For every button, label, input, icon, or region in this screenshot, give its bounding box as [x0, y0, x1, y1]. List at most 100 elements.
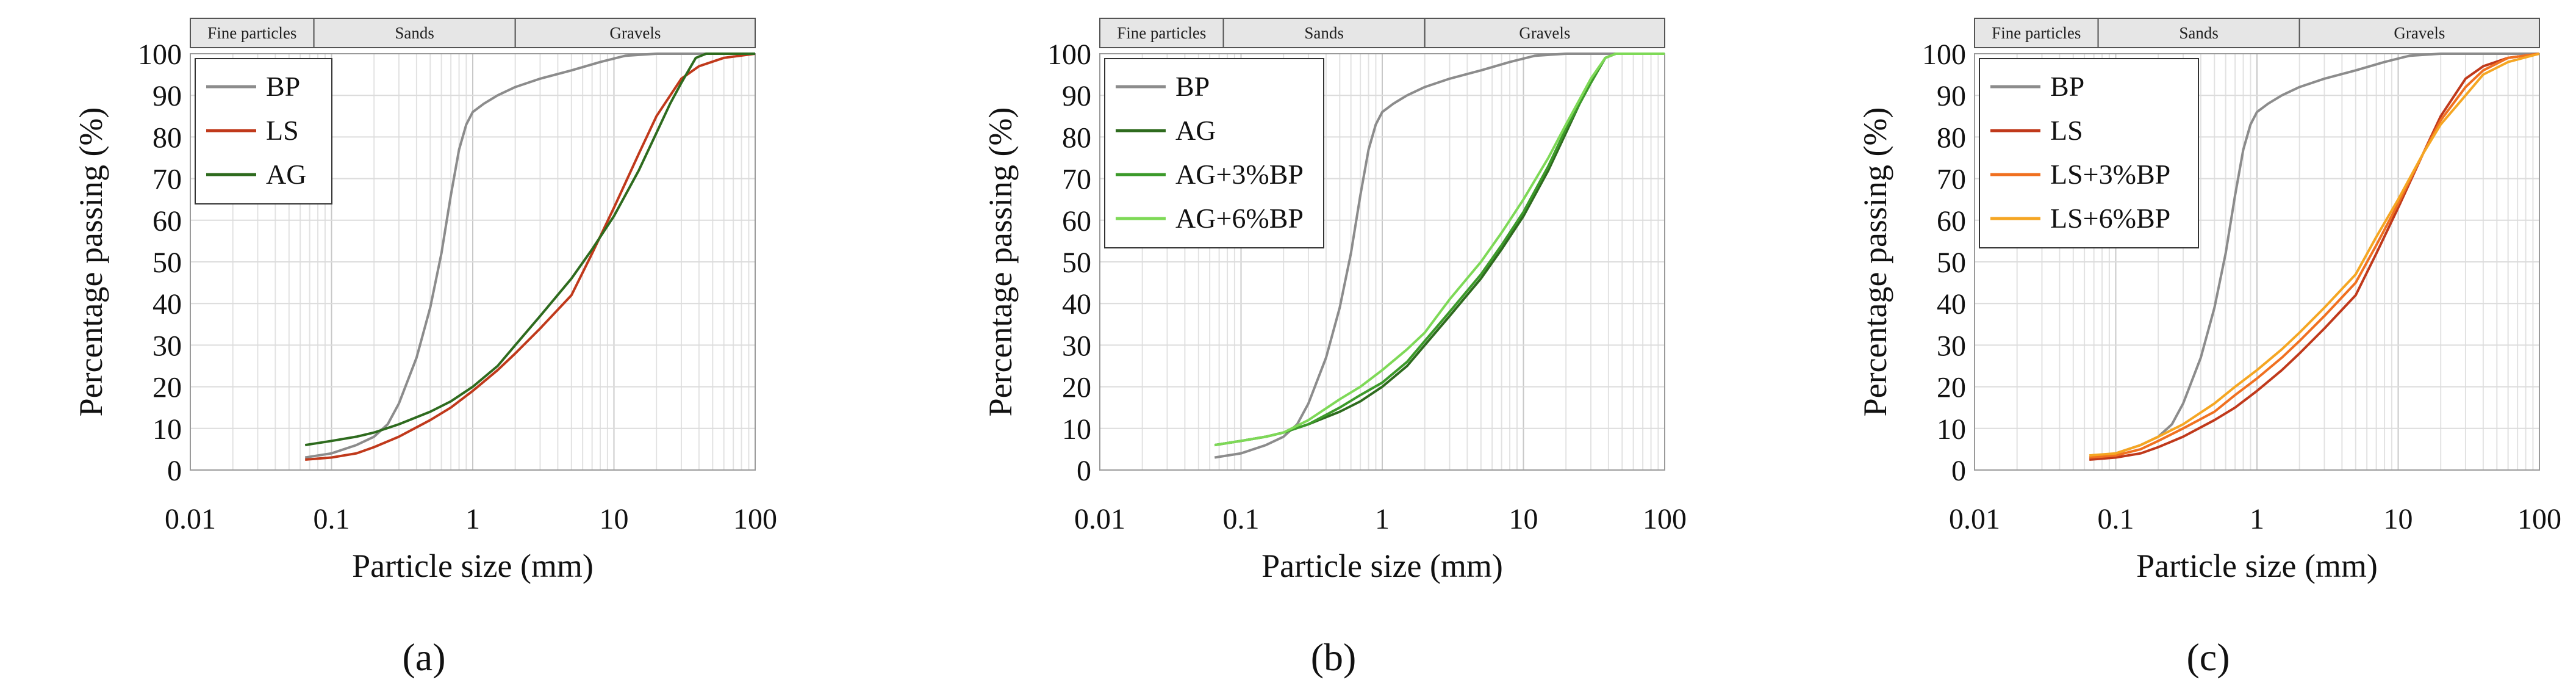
- series-line-bp: [304, 52, 755, 459]
- soil-zone-band: Fine particles Sands Gravels: [1974, 18, 2541, 48]
- y-tick-label: 50: [152, 247, 182, 279]
- x-tick-labels: 0.01 0.1 1 10 100: [1949, 503, 2561, 535]
- legend-label: BP: [1175, 71, 1210, 102]
- series-line-ls-6-bp: [2089, 52, 2540, 457]
- x-tick-label: 0.1: [314, 503, 350, 535]
- y-tick-label: 10: [1937, 413, 1966, 446]
- legend-label: AG+3%BP: [1175, 159, 1304, 190]
- y-tick-label: 90: [152, 80, 182, 112]
- series-line-ls: [2089, 52, 2540, 461]
- zone-label: Gravels: [1519, 24, 1570, 42]
- zone-cell: [1974, 18, 2099, 48]
- y-tick-label: 50: [1062, 247, 1091, 279]
- legend-label: AG+6%BP: [1175, 203, 1304, 234]
- y-tick-label: 100: [1922, 38, 1966, 71]
- y-tick-labels: 0 10 20 30 40 50 60 70 80 90 100: [1922, 38, 1966, 487]
- zone-label: Fine particles: [1117, 24, 1206, 42]
- y-tick-label: 80: [1062, 121, 1091, 154]
- y-tick-label: 0: [1951, 455, 1966, 487]
- x-tick-label: 0.1: [2098, 503, 2134, 535]
- y-axis-title: Percentage passing (%): [982, 107, 1019, 417]
- y-tick-label: 20: [1937, 372, 1966, 404]
- y-tick-label: 50: [1937, 247, 1966, 279]
- x-tick-label: 0.1: [1223, 503, 1260, 535]
- x-tick-label: 10: [1509, 503, 1538, 535]
- x-axis-title: Particle size (mm): [352, 548, 594, 584]
- legend-box: [1979, 58, 2199, 248]
- plot-frame: [190, 53, 756, 471]
- y-tick-label: 0: [167, 455, 182, 487]
- x-tick-label: 1: [465, 503, 480, 535]
- legend-box: [1104, 58, 1324, 248]
- legend: BP AG AG+3%BP AG+6%BP: [1104, 58, 1324, 248]
- series-line-ls: [305, 52, 756, 461]
- series-line-ag-6-bp: [1214, 52, 1665, 447]
- x-tick-label: 0.01: [1074, 503, 1125, 535]
- y-tick-label: 20: [152, 372, 182, 404]
- x-tick-label: 10: [600, 503, 629, 535]
- y-axis-title: Percentage passing (%): [1857, 107, 1893, 417]
- panel-a: Fine particles Sands Gravels 0 10 20 30 40 50 60 7…: [73, 18, 777, 679]
- legend-label: BP: [2050, 71, 2084, 102]
- y-tick-label: 30: [1062, 330, 1091, 362]
- legend-label: LS: [2050, 115, 2083, 146]
- zone-label: Sands: [1304, 24, 1344, 42]
- legend: BP LS LS+3%BP LS+6%BP: [1979, 58, 2199, 248]
- y-tick-label: 60: [1062, 205, 1091, 237]
- y-tick-label: 100: [138, 38, 182, 71]
- legend-label: AG: [266, 159, 306, 190]
- panel-b: Fine particles Sands Gravels 0 10 20 30 40 50 60 7…: [982, 18, 1687, 679]
- series-line-ls-3-bp: [2089, 52, 2540, 459]
- series-line-bp: [2089, 52, 2539, 459]
- y-tick-label: 80: [152, 121, 182, 154]
- plot-frame: [1099, 53, 1665, 471]
- zone-label: Fine particles: [1992, 24, 2081, 42]
- panel-label: (c): [2186, 635, 2230, 679]
- y-tick-label: 30: [1937, 330, 1966, 362]
- x-tick-label: 10: [2384, 503, 2413, 535]
- y-tick-labels: 0 10 20 30 40 50 60 70 80 90 100: [138, 38, 182, 487]
- zone-label: Sands: [2179, 24, 2219, 42]
- y-tick-label: 90: [1062, 80, 1091, 112]
- legend-label: LS+6%BP: [2050, 203, 2170, 234]
- legend-label: BP: [266, 71, 300, 102]
- legend: BP LS AG: [195, 58, 332, 204]
- zone-label: Fine particles: [207, 24, 296, 42]
- panel-c: Fine particles Sands Gravels 0 10 20 30 40 50 60 7…: [1857, 18, 2561, 679]
- zone-cell: [514, 18, 756, 48]
- y-tick-label: 30: [152, 330, 182, 362]
- zone-cell: [190, 18, 315, 48]
- zone-label: Sands: [395, 24, 434, 42]
- series-lines: [2089, 52, 2540, 461]
- y-tick-label: 40: [1937, 288, 1966, 320]
- legend-label: LS: [266, 115, 299, 146]
- x-tick-labels: 0.01 0.1 1 10 100: [165, 503, 777, 535]
- x-tick-label: 1: [1375, 503, 1390, 535]
- x-tick-label: 0.01: [1949, 503, 2000, 535]
- x-tick-label: 100: [2517, 503, 2561, 535]
- y-tick-label: 70: [152, 164, 182, 196]
- y-tick-label: 60: [1937, 205, 1966, 237]
- zone-cell: [2298, 18, 2541, 48]
- x-tick-label: 1: [2250, 503, 2264, 535]
- y-tick-label: 10: [152, 413, 182, 446]
- y-tick-label: 100: [1047, 38, 1091, 71]
- x-axis-title: Particle size (mm): [1261, 548, 1503, 584]
- y-tick-label: 90: [1937, 80, 1966, 112]
- x-tick-label: 100: [733, 503, 777, 535]
- zone-label: Gravels: [609, 24, 661, 42]
- x-tick-label: 100: [1643, 503, 1687, 535]
- soil-zone-band: Fine particles Sands Gravels: [190, 18, 756, 48]
- y-tick-labels: 0 10 20 30 40 50 60 70 80 90 100: [1047, 38, 1091, 487]
- y-tick-label: 80: [1937, 121, 1966, 154]
- y-tick-label: 70: [1062, 164, 1091, 196]
- y-tick-label: 70: [1937, 164, 1966, 196]
- y-tick-label: 40: [152, 288, 182, 320]
- zone-cell: [313, 18, 516, 48]
- zone-label: Gravels: [2394, 24, 2445, 42]
- panel-label: (a): [402, 635, 445, 679]
- y-axis-title: Percentage passing (%): [73, 107, 109, 417]
- series-lines: [1214, 52, 1665, 459]
- y-tick-label: 0: [1077, 455, 1091, 487]
